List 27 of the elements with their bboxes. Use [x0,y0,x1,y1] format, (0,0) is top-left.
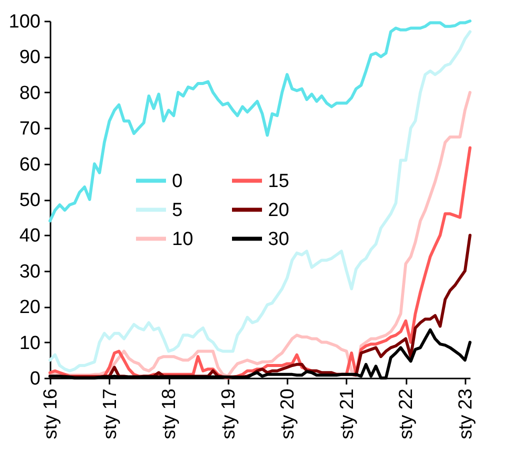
x-tick-label: sty 23 [455,388,476,440]
x-tick-label: sty 17 [100,388,121,440]
legend-label: 5 [172,200,183,221]
legend-label: 20 [268,200,290,221]
legend-label: 0 [172,170,183,192]
legend-label: 10 [172,228,194,250]
y-tick-label: 30 [19,261,40,282]
y-tick-label: 80 [19,82,40,104]
x-tick-label: sty 20 [278,388,299,440]
y-tick-label: 40 [19,226,40,247]
legend-label: 30 [268,228,290,250]
x-tick-label: sty 21 [337,388,358,440]
y-tick-label: 10 [19,332,40,354]
y-tick-label: 60 [19,154,40,176]
y-tick-label: 90 [19,47,40,68]
y-tick-label: 20 [19,297,40,318]
line-series [48,30,472,372]
x-tick-label: sty 22 [396,388,418,440]
y-tick-label: 70 [19,118,40,140]
y-tick-label: 50 [19,190,40,211]
x-tick-label: sty 19 [218,388,240,440]
x-tick-label: sty 18 [159,388,180,440]
y-tick-label: 100 [8,12,40,32]
y-tick-label: 0 [30,368,40,390]
line-series [48,20,472,222]
legend-label: 15 [268,170,290,192]
x-tick-label: sty 16 [40,388,62,440]
